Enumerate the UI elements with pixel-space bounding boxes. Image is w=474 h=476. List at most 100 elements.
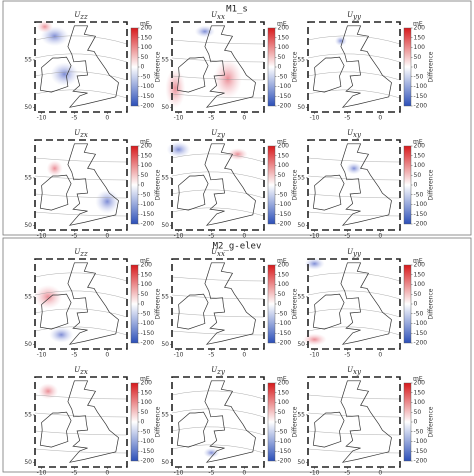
colorbar-tick-label: -150 — [278, 330, 292, 337]
colorbar-tick-label: -200 — [414, 103, 428, 110]
coastline — [312, 174, 345, 211]
colorbar-tick-label: 0 — [414, 301, 418, 308]
contour — [307, 430, 401, 436]
colorbar-tick-label: -100 — [278, 438, 292, 445]
colorbar-tick-label: 200 — [278, 25, 290, 32]
x-tick-label: -5 — [208, 115, 214, 122]
colorbar-unit: mE — [413, 376, 423, 383]
contour — [34, 272, 128, 282]
anomaly-patch — [36, 20, 53, 33]
map-background — [308, 140, 400, 230]
contour — [171, 189, 265, 199]
x-tick-label: -5 — [344, 115, 350, 122]
colorbar-tick-label: 150 — [278, 34, 290, 41]
anomaly-patch — [50, 62, 79, 87]
colorbar-tick-label: -200 — [141, 340, 155, 347]
x-tick-label: -10 — [174, 352, 184, 359]
coastline — [176, 411, 209, 448]
colorbar-tick-label: 100 — [141, 44, 153, 51]
colorbar-unit: mE — [413, 21, 423, 28]
anomaly-patch — [38, 383, 59, 400]
colorbar-tick-label: -50 — [278, 73, 288, 80]
x-tick-label: -10 — [37, 233, 47, 240]
colorbar-tick-label: -150 — [414, 330, 428, 337]
x-tick-label: -5 — [71, 115, 77, 122]
colorbar-tick-label: -50 — [414, 310, 424, 317]
y-tick-label: 55 — [24, 293, 32, 300]
anomaly-patch — [334, 35, 347, 46]
y-tick-label: 50 — [24, 104, 32, 111]
y-tick-label: 50 — [24, 341, 32, 348]
colorbar-tick-label: -200 — [278, 221, 292, 228]
colorbar — [267, 264, 276, 344]
contour — [34, 35, 128, 45]
x-tick-label: 0 — [105, 352, 109, 359]
map-frame — [307, 376, 401, 468]
map-panel: Uzy-10 -5 05055mEDifference200150100500-50… — [161, 129, 298, 240]
contour — [307, 326, 401, 336]
x-tick-label: -5 — [208, 470, 214, 476]
colorbar-label: Difference — [428, 169, 435, 200]
colorbar-tick-label: -100 — [141, 320, 155, 327]
contour — [307, 290, 401, 300]
contour — [34, 71, 128, 81]
colorbar — [403, 27, 412, 107]
y-tick-label: 50 — [297, 341, 305, 348]
y-tick-label: 55 — [297, 174, 305, 181]
colorbar-tick-label: 200 — [278, 380, 290, 387]
coastline — [67, 25, 119, 108]
x-tick-label: 0 — [378, 470, 382, 476]
colorbar-tick-label: 100 — [278, 281, 290, 288]
colorbar-unit: mE — [277, 376, 287, 383]
panel-label: Uzx — [74, 366, 88, 376]
x-tick-label: -5 — [208, 233, 214, 240]
y-tick-label: 50 — [161, 104, 169, 111]
colorbar-tick-label: 200 — [278, 262, 290, 269]
colorbar-tick-label: -150 — [141, 448, 155, 455]
anomaly-patch — [302, 333, 327, 346]
colorbar-label: Difference — [428, 288, 435, 319]
colorbar-label: Difference — [428, 406, 435, 437]
y-tick-label: 55 — [24, 174, 32, 181]
x-tick-label: 0 — [105, 233, 109, 240]
contour — [171, 276, 265, 282]
coastline — [312, 411, 345, 448]
colorbar-tick-label: 0 — [414, 64, 418, 71]
colorbar-tick-label: -150 — [141, 93, 155, 100]
colorbar-tick-label: 150 — [141, 34, 153, 41]
contour — [307, 211, 401, 217]
contour — [171, 444, 265, 454]
colorbar — [267, 382, 276, 462]
map-background — [308, 377, 400, 467]
anomaly-patch — [49, 326, 74, 343]
x-tick-label: -5 — [344, 233, 350, 240]
colorbar — [403, 382, 412, 462]
map-frame — [307, 258, 401, 350]
x-tick-label: -10 — [37, 470, 47, 476]
x-tick-label: 0 — [105, 470, 109, 476]
colorbar-label: Difference — [292, 169, 299, 200]
colorbar-tick-label: 0 — [278, 64, 282, 71]
map-frame — [34, 139, 128, 231]
colorbar-tick-label: -150 — [141, 330, 155, 337]
colorbar-tick-label: -50 — [278, 310, 288, 317]
x-tick-label: -10 — [310, 115, 320, 122]
colorbar-tick-label: -100 — [278, 320, 292, 327]
coastline — [176, 293, 209, 330]
contour — [171, 39, 265, 45]
colorbar-label: Difference — [155, 288, 162, 319]
coastline — [204, 143, 256, 226]
colorbar-tick-label: -150 — [141, 211, 155, 218]
colorbar-tick-label: 200 — [141, 380, 153, 387]
anomaly-patch — [194, 25, 215, 38]
y-tick-label: 55 — [161, 293, 169, 300]
map-background — [172, 140, 264, 230]
colorbar-tick-label: 50 — [278, 54, 286, 61]
colorbar-unit: mE — [140, 258, 150, 265]
coastline — [312, 293, 345, 330]
colorbar — [130, 264, 139, 344]
section-title: M1_s — [226, 5, 248, 15]
contour — [171, 207, 265, 217]
contour — [34, 89, 128, 99]
y-tick-label: 55 — [161, 174, 169, 181]
